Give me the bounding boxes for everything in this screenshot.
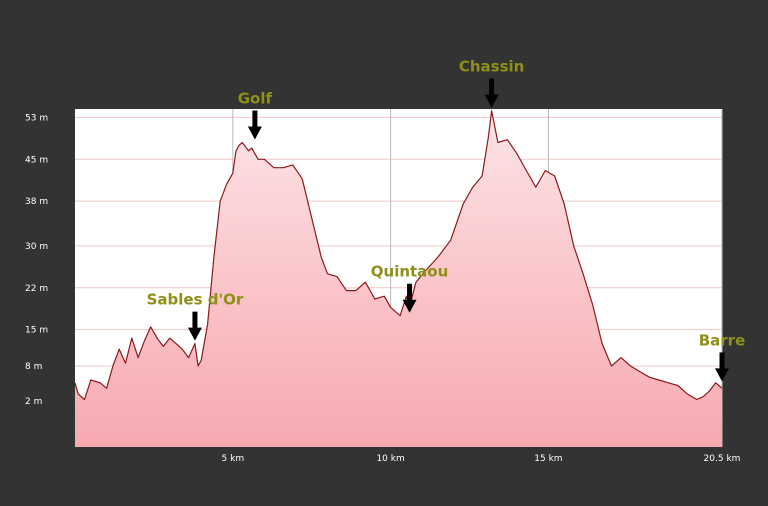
marker-label-2: Quintaou xyxy=(371,263,449,281)
arrow-down-icon xyxy=(252,110,258,128)
elevation-area xyxy=(75,110,722,447)
y-tick-label-4: 30 m xyxy=(25,242,48,252)
arrow-head-icon xyxy=(402,299,417,313)
arrow-head-icon xyxy=(484,94,499,108)
y-tick-label-7: 53 m xyxy=(25,113,48,123)
x-axis-ticks: 5 km 10 km 15 km 20.5 km xyxy=(222,454,741,464)
location-markers: Sables d'Or Golf Quintaou Chassin Barre xyxy=(147,58,746,382)
marker-label-0: Sables d'Or xyxy=(147,291,244,309)
marker-4: Barre xyxy=(699,331,746,382)
elevation-series xyxy=(75,110,722,447)
marker-3: Chassin xyxy=(459,58,525,108)
marker-label-4: Barre xyxy=(699,331,746,349)
marker-2: Quintaou xyxy=(371,263,449,313)
y-axis-ticks: 2 m 8 m 15 m 22 m 30 m 38 m 45 m 53 m xyxy=(25,113,48,407)
y-tick-label-5: 38 m xyxy=(25,197,48,207)
arrow-down-icon xyxy=(407,283,413,301)
arrow-head-icon xyxy=(247,126,262,140)
arrow-down-icon xyxy=(719,352,725,370)
marker-label-1: Golf xyxy=(238,90,273,108)
y-tick-label-6: 45 m xyxy=(25,155,48,165)
x-tick-label-1: 10 km xyxy=(376,454,404,464)
marker-1: Golf xyxy=(238,90,273,140)
y-tick-label-3: 22 m xyxy=(25,284,48,294)
y-tick-label-1: 8 m xyxy=(25,362,42,372)
arrow-down-icon xyxy=(192,311,198,329)
arrow-head-icon xyxy=(715,368,729,382)
x-tick-label-0: 5 km xyxy=(222,454,245,464)
y-tick-label-0: 2 m xyxy=(25,397,42,407)
marker-label-3: Chassin xyxy=(459,58,525,76)
marker-0: Sables d'Or xyxy=(147,291,244,341)
arrow-head-icon xyxy=(187,327,202,341)
elevation-line xyxy=(75,110,722,401)
arrow-down-icon xyxy=(489,78,495,96)
y-tick-label-2: 15 m xyxy=(25,326,48,336)
x-tick-label-2: 15 km xyxy=(534,454,562,464)
x-tick-label-3: 20.5 km xyxy=(704,454,741,464)
